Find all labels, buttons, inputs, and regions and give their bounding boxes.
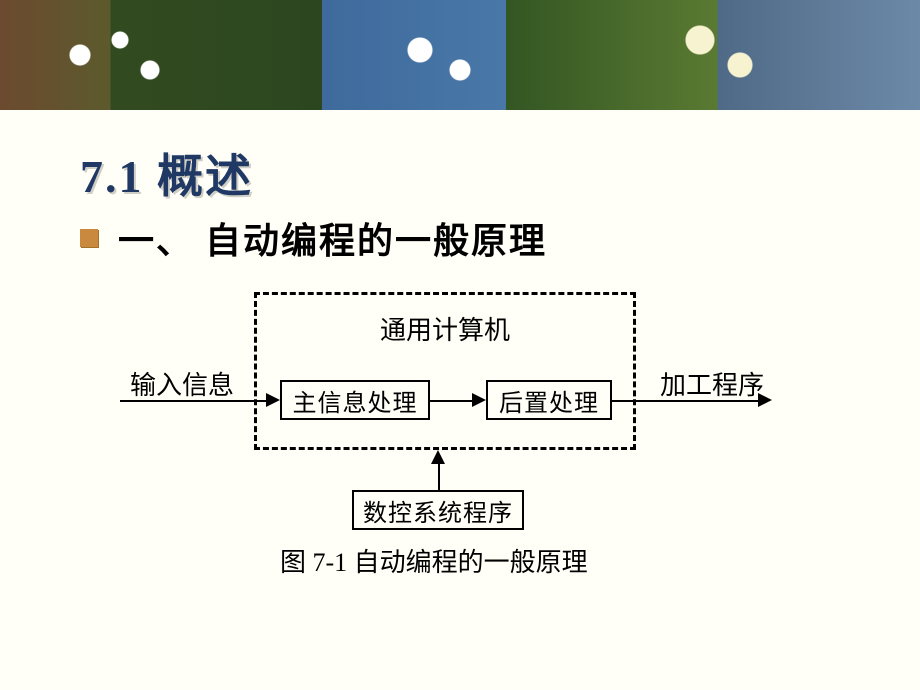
- subhead-text: 一、 自动编程的一般原理: [118, 212, 547, 264]
- arrow-line-ncsys: [438, 462, 440, 490]
- bullet-square-icon: [80, 229, 98, 247]
- node-nc-sys: 数控系统程序: [352, 490, 524, 530]
- node-main-proc: 主信息处理: [280, 380, 430, 420]
- arrow-head-ncsys: [431, 450, 445, 464]
- node-main-proc-label: 主信息处理: [293, 383, 418, 418]
- node-post-proc: 后置处理: [486, 380, 612, 420]
- subhead-row: 一、 自动编程的一般原理: [80, 212, 547, 264]
- node-post-proc-label: 后置处理: [499, 383, 599, 418]
- node-nc-sys-label: 数控系统程序: [363, 493, 513, 528]
- top-banner-decorative: [0, 0, 920, 110]
- dashed-group-label: 通用计算机: [380, 310, 510, 347]
- arrow-head-input: [266, 393, 280, 407]
- figure-caption: 图 7-1 自动编程的一般原理: [280, 542, 588, 579]
- arrow-line-mid: [430, 400, 476, 402]
- input-label: 输入信息: [130, 365, 234, 402]
- arrow-line-input: [120, 400, 270, 402]
- section-title: 7.1 概述: [80, 140, 253, 206]
- output-label: 加工程序: [660, 365, 764, 402]
- flowchart: 通用计算机 输入信息 主信息处理 后置处理 加工程序 数控系统程序 图 7-1 …: [0, 280, 920, 600]
- arrow-head-mid: [472, 393, 486, 407]
